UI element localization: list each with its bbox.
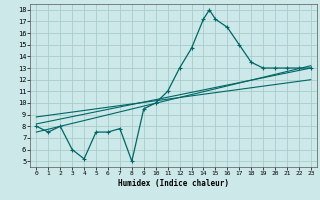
X-axis label: Humidex (Indice chaleur): Humidex (Indice chaleur): [118, 179, 229, 188]
